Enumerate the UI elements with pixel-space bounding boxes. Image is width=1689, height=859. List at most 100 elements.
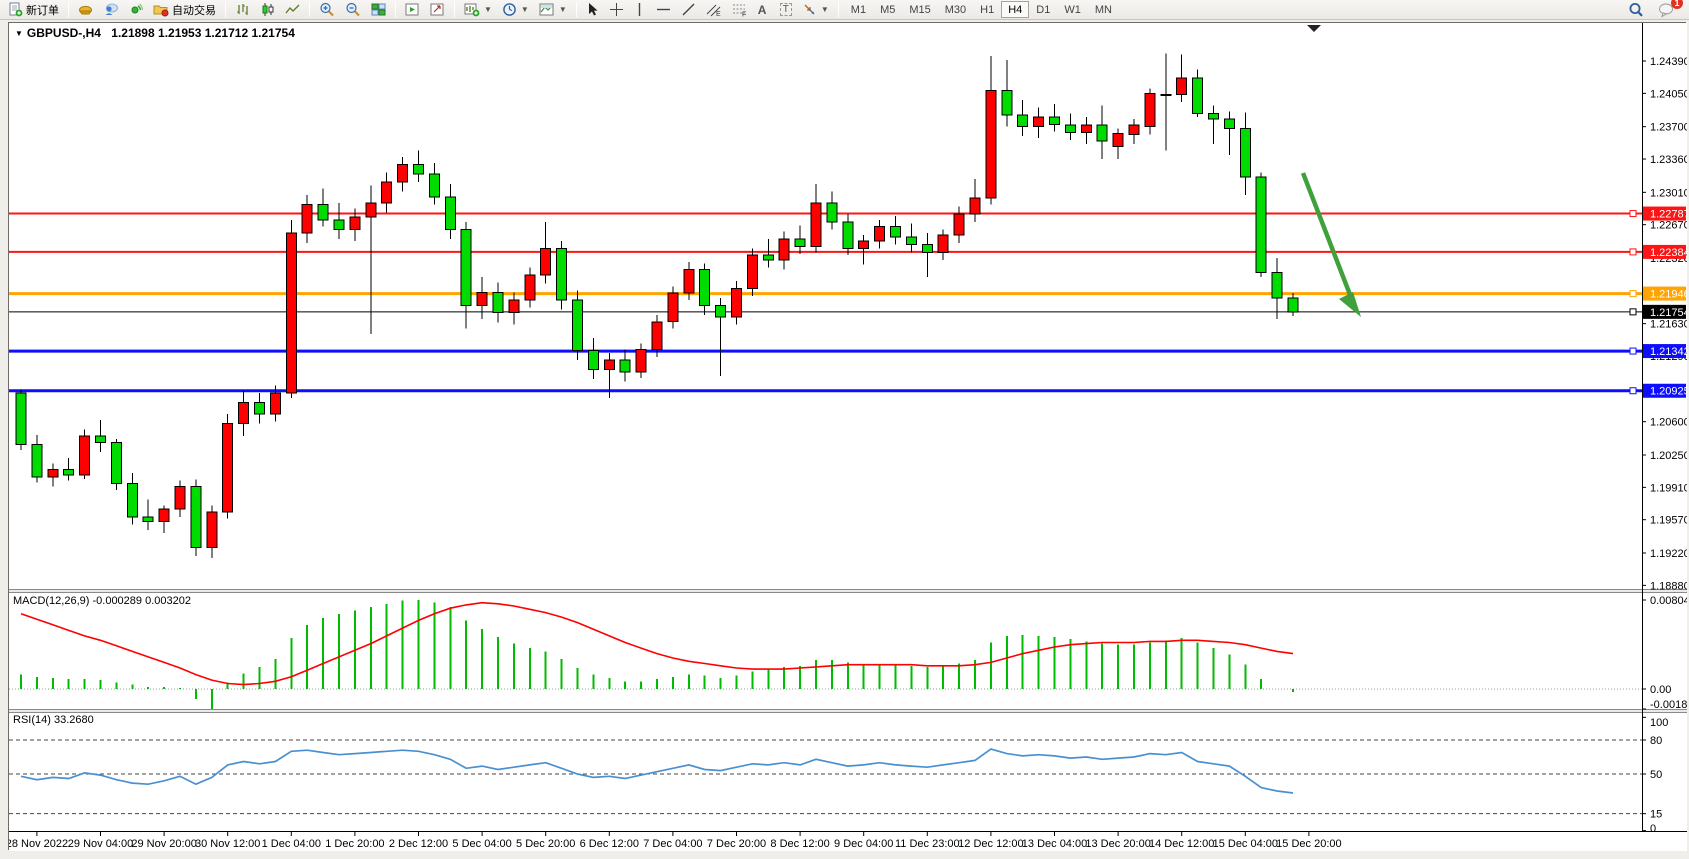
search-icon [1628, 2, 1644, 18]
timeframe-mn[interactable]: MN [1094, 3, 1112, 16]
time-axis-label: 14 Dec 12:00 [1149, 838, 1214, 850]
line-handle [1629, 210, 1637, 218]
text-label-button[interactable]: T [776, 1, 796, 19]
community-button[interactable] [99, 1, 122, 19]
new-chart-icon [464, 2, 480, 17]
candle [110, 442, 122, 485]
candle [15, 392, 27, 446]
svg-text:E: E [716, 11, 721, 17]
data-window-icon [430, 2, 445, 17]
candle [890, 226, 901, 238]
time-axis-label: 6 Dec 12:00 [580, 838, 639, 850]
separator [68, 2, 69, 17]
timeframe-m1[interactable]: M1 [850, 3, 867, 16]
vertical-line-button[interactable] [630, 1, 650, 19]
price-level-box [1643, 383, 1686, 398]
timeframe-m30[interactable]: M30 [944, 3, 967, 16]
timeframe-m5[interactable]: M5 [880, 3, 896, 16]
candle [397, 164, 409, 183]
candle [969, 197, 981, 215]
candle [269, 392, 281, 415]
candle [206, 511, 218, 548]
time-axis-label: 5 Dec 04:00 [452, 838, 511, 850]
price-tick-label: 1.23700 [1650, 122, 1687, 134]
timeframe-h4[interactable]: H4 [1001, 1, 1030, 18]
cap-button[interactable] [74, 1, 97, 19]
down-trend-arrow [1300, 172, 1357, 306]
candle [1223, 118, 1235, 130]
vertical-line-icon [634, 2, 645, 17]
time-axis-label: 13 Dec 20:00 [1085, 838, 1150, 850]
timeframe-h1[interactable]: H1 [980, 3, 995, 16]
zoom-out-button[interactable] [341, 1, 365, 19]
autotrading-label: 自动交易 [172, 4, 216, 17]
time-axis-label: 28 Nov 2022 [9, 838, 68, 850]
notification-badge: 1 [1671, 0, 1683, 9]
tile-windows-button[interactable] [367, 1, 390, 19]
notifications-button[interactable]: 1 [1654, 0, 1683, 19]
text-button[interactable]: A [754, 1, 774, 19]
broadcast-button[interactable] [124, 1, 147, 19]
new-order-button[interactable]: 新订单 [4, 1, 63, 19]
price-level-label: 1.21946 [1650, 289, 1687, 301]
fibonacci-button[interactable]: F [728, 1, 752, 19]
candle [1096, 124, 1108, 142]
new-chart-dropdown[interactable]: ▼ [460, 1, 496, 19]
horizontal-line-button[interactable] [652, 1, 675, 19]
zoom-out-icon [345, 2, 361, 17]
candle [126, 483, 138, 518]
rsi-name: RSI(14) [13, 714, 51, 726]
bar-chart-button[interactable] [231, 1, 254, 19]
candle [190, 485, 202, 548]
price-tick-label: 1.23360 [1650, 154, 1687, 166]
rsi-axis-label: 100 [1650, 717, 1668, 729]
time-axis-label: 7 Dec 04:00 [643, 838, 702, 850]
pane-splitter [9, 709, 1687, 713]
search-button[interactable] [1624, 1, 1648, 19]
arrows-dropdown[interactable]: ▼ [798, 1, 833, 19]
template-dropdown[interactable]: ▼ [535, 1, 571, 19]
timeframe-m15[interactable]: M15 [909, 3, 931, 16]
ohlc-open: 1.21898 [111, 26, 155, 40]
chevron-down-icon: ▼ [484, 5, 492, 14]
line-handle [1629, 347, 1637, 355]
cursor-button[interactable] [582, 1, 603, 19]
candle [63, 468, 75, 476]
candle-chart-button[interactable] [256, 1, 279, 19]
candle [985, 90, 997, 199]
indicator-list-button[interactable] [401, 1, 424, 19]
separator [225, 2, 226, 17]
periods-dropdown[interactable]: ▼ [498, 1, 533, 19]
candle [1255, 176, 1267, 273]
ohlc-close: 1.21754 [251, 26, 295, 40]
chart-window[interactable]: 1.24390 1.24050 1.23700 1.23360 1.23010 1.226… [8, 22, 1687, 851]
candle [1049, 116, 1060, 126]
symbol-menu-icon[interactable]: ▼ [15, 29, 23, 38]
candle [222, 423, 234, 513]
toolbar: 新订单 自动交易 [0, 0, 1689, 20]
line-handle [1629, 290, 1637, 298]
price-level-box [1643, 344, 1686, 359]
autotrading-button[interactable]: 自动交易 [149, 1, 220, 19]
price-tick-label: 1.18880 [1650, 580, 1687, 592]
candle [1160, 93, 1172, 96]
channel-button[interactable]: E [702, 1, 726, 19]
zoom-in-button[interactable] [315, 1, 339, 19]
candle [1064, 124, 1076, 133]
data-window-button[interactable] [426, 1, 449, 19]
candle [1239, 128, 1251, 178]
line-chart-button[interactable] [281, 1, 304, 19]
candle [158, 508, 170, 523]
chart-title: ▼ GBPUSD-,H4 1.21898 1.21953 1.21712 1.21… [15, 26, 295, 40]
candle [540, 248, 552, 276]
chart-canvas[interactable]: 1.24390 1.24050 1.23700 1.23360 1.23010 1.226… [9, 23, 1687, 851]
crosshair-button[interactable] [605, 1, 628, 19]
candle [460, 228, 472, 306]
timeframe-w1[interactable]: W1 [1064, 3, 1081, 16]
line-handle [1629, 248, 1637, 256]
timeframe-d1[interactable]: D1 [1036, 3, 1051, 16]
cap-icon [78, 2, 93, 17]
trendline-button[interactable] [677, 1, 700, 19]
rsi-axis-label: 80 [1650, 735, 1662, 747]
candle [699, 268, 711, 307]
